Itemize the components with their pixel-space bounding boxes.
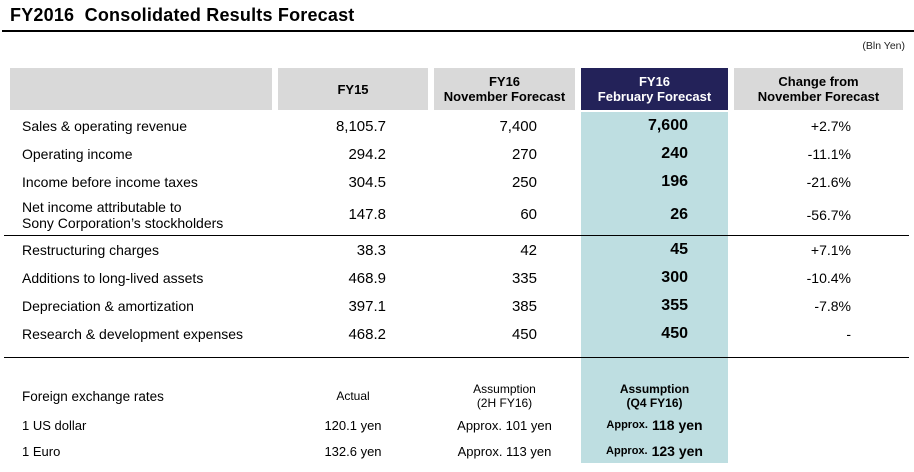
table-row: Operating income 294.2 270 240 -11.1% [10,140,903,168]
row-label: Sales & operating revenue [22,118,187,134]
fx-november-value: Approx. 113 yen [457,443,552,459]
results-table: FY15 FY16 November Forecast FY16 Februar… [4,68,909,464]
november-forecast-value: 385 [511,297,537,315]
fx-change-blank [734,412,903,438]
change-value: -11.1% [807,146,851,162]
table-header-row: FY15 FY16 November Forecast FY16 Februar… [10,68,903,110]
february-forecast-value: 300 [661,269,688,286]
fx-february-value: Approx. 118 yen [581,412,728,438]
table-row: Research & development expenses 468.2 45… [10,320,903,348]
table-row: Depreciation & amortization 397.1 385 35… [10,292,903,320]
row-label: Income before income taxes [22,174,198,190]
unit-note: (Bln Yen) [862,40,905,52]
table-section-expenses: Restructuring charges 38.3 42 45 +7.1% A… [10,236,903,357]
fx-approx-label: Approx. [606,445,648,457]
fx-row-label: 1 Euro [22,443,61,459]
fx-change-blank [734,438,903,464]
page-title: FY2016 Consolidated Results Forecast [10,5,355,25]
fx-header-row: Foreign exchange rates Actual Assumption… [10,380,903,412]
february-forecast-value: 450 [661,325,688,342]
table-row: Sales & operating revenue 8,105.7 7,400 … [10,112,903,140]
row-label: Net income attributable to Sony Corporat… [22,198,224,231]
row-label: Additions to long-lived assets [22,270,204,286]
fx-actual-value: 120.1 yen [324,417,382,433]
fx-february-assumption-header: Assumption (Q4 FY16) [619,382,690,410]
fx-section: Foreign exchange rates Actual Assumption… [10,380,903,464]
february-forecast-value: 240 [661,145,688,162]
change-value: - [846,326,851,342]
fx-rate-value: 123 yen [651,443,703,459]
fy15-value: 397.1 [348,297,386,315]
november-forecast-value: 335 [511,269,537,287]
table-section-income: Sales & operating revenue 8,105.7 7,400 … [10,112,903,233]
fx-fy15-header: Actual [336,389,370,403]
table-row: Net income attributable to Sony Corporat… [10,196,903,233]
fy15-value: 304.5 [348,173,386,191]
november-forecast-value: 250 [511,173,537,191]
section-divider [4,357,909,358]
title-bar: FY2016 Consolidated Results Forecast [2,0,914,32]
fy15-value: 8,105.7 [335,117,386,135]
november-forecast-value: 270 [511,145,537,163]
fy15-value: 294.2 [348,145,386,163]
table-row: Income before income taxes 304.5 250 196… [10,168,903,196]
row-label: Depreciation & amortization [22,298,194,314]
november-forecast-value: 42 [520,241,537,259]
fy15-value: 147.8 [348,206,386,223]
change-value: +2.7% [810,118,851,134]
row-label: Research & development expenses [22,326,244,342]
header-blank [10,68,272,110]
november-forecast-value: 7,400 [499,117,537,135]
february-forecast-value: 7,600 [647,117,688,134]
fx-row: 1 Euro 132.6 yen Approx. 113 yen Approx.… [10,438,903,464]
row-label: Operating income [22,146,133,162]
fx-rate-value: 118 yen [651,417,703,433]
february-forecast-value: 45 [670,241,688,258]
february-forecast-value: 196 [661,173,688,190]
header-fy16-november-forecast: FY16 November Forecast [434,68,575,110]
fx-section-title: Foreign exchange rates [22,388,164,404]
fx-actual-value: 132.6 yen [324,443,382,459]
fx-row-label: 1 US dollar [22,417,87,433]
change-value: -21.6% [806,174,851,190]
section-divider [4,235,909,236]
header-fy15: FY15 [278,68,428,110]
change-value: -7.8% [814,298,851,314]
fx-february-value: Approx. 123 yen [581,438,728,464]
february-forecast-value: 355 [661,297,688,314]
fx-change-blank [734,380,903,412]
header-change-from-november: Change from November Forecast [734,68,903,110]
change-value: +7.1% [810,242,851,258]
highlight-column-backdrop [581,112,728,463]
table-row: Restructuring charges 38.3 42 45 +7.1% [10,236,903,264]
fx-approx-label: Approx. [606,419,648,431]
row-label: Restructuring charges [22,242,159,258]
february-forecast-value: 26 [670,205,688,223]
fy15-value: 468.9 [348,269,386,287]
header-fy16-february-forecast: FY16 February Forecast [581,68,728,110]
november-forecast-value: 60 [520,206,537,223]
fy15-value: 38.3 [356,241,386,259]
fx-november-assumption-header: Assumption (2H FY16) [473,382,536,410]
fy15-value: 468.2 [348,325,386,343]
november-forecast-value: 450 [511,325,537,343]
change-value: -56.7% [806,206,851,223]
fx-row: 1 US dollar 120.1 yen Approx. 101 yen Ap… [10,412,903,438]
table-row: Additions to long-lived assets 468.9 335… [10,264,903,292]
change-value: -10.4% [806,270,851,286]
fx-november-value: Approx. 101 yen [457,417,552,433]
